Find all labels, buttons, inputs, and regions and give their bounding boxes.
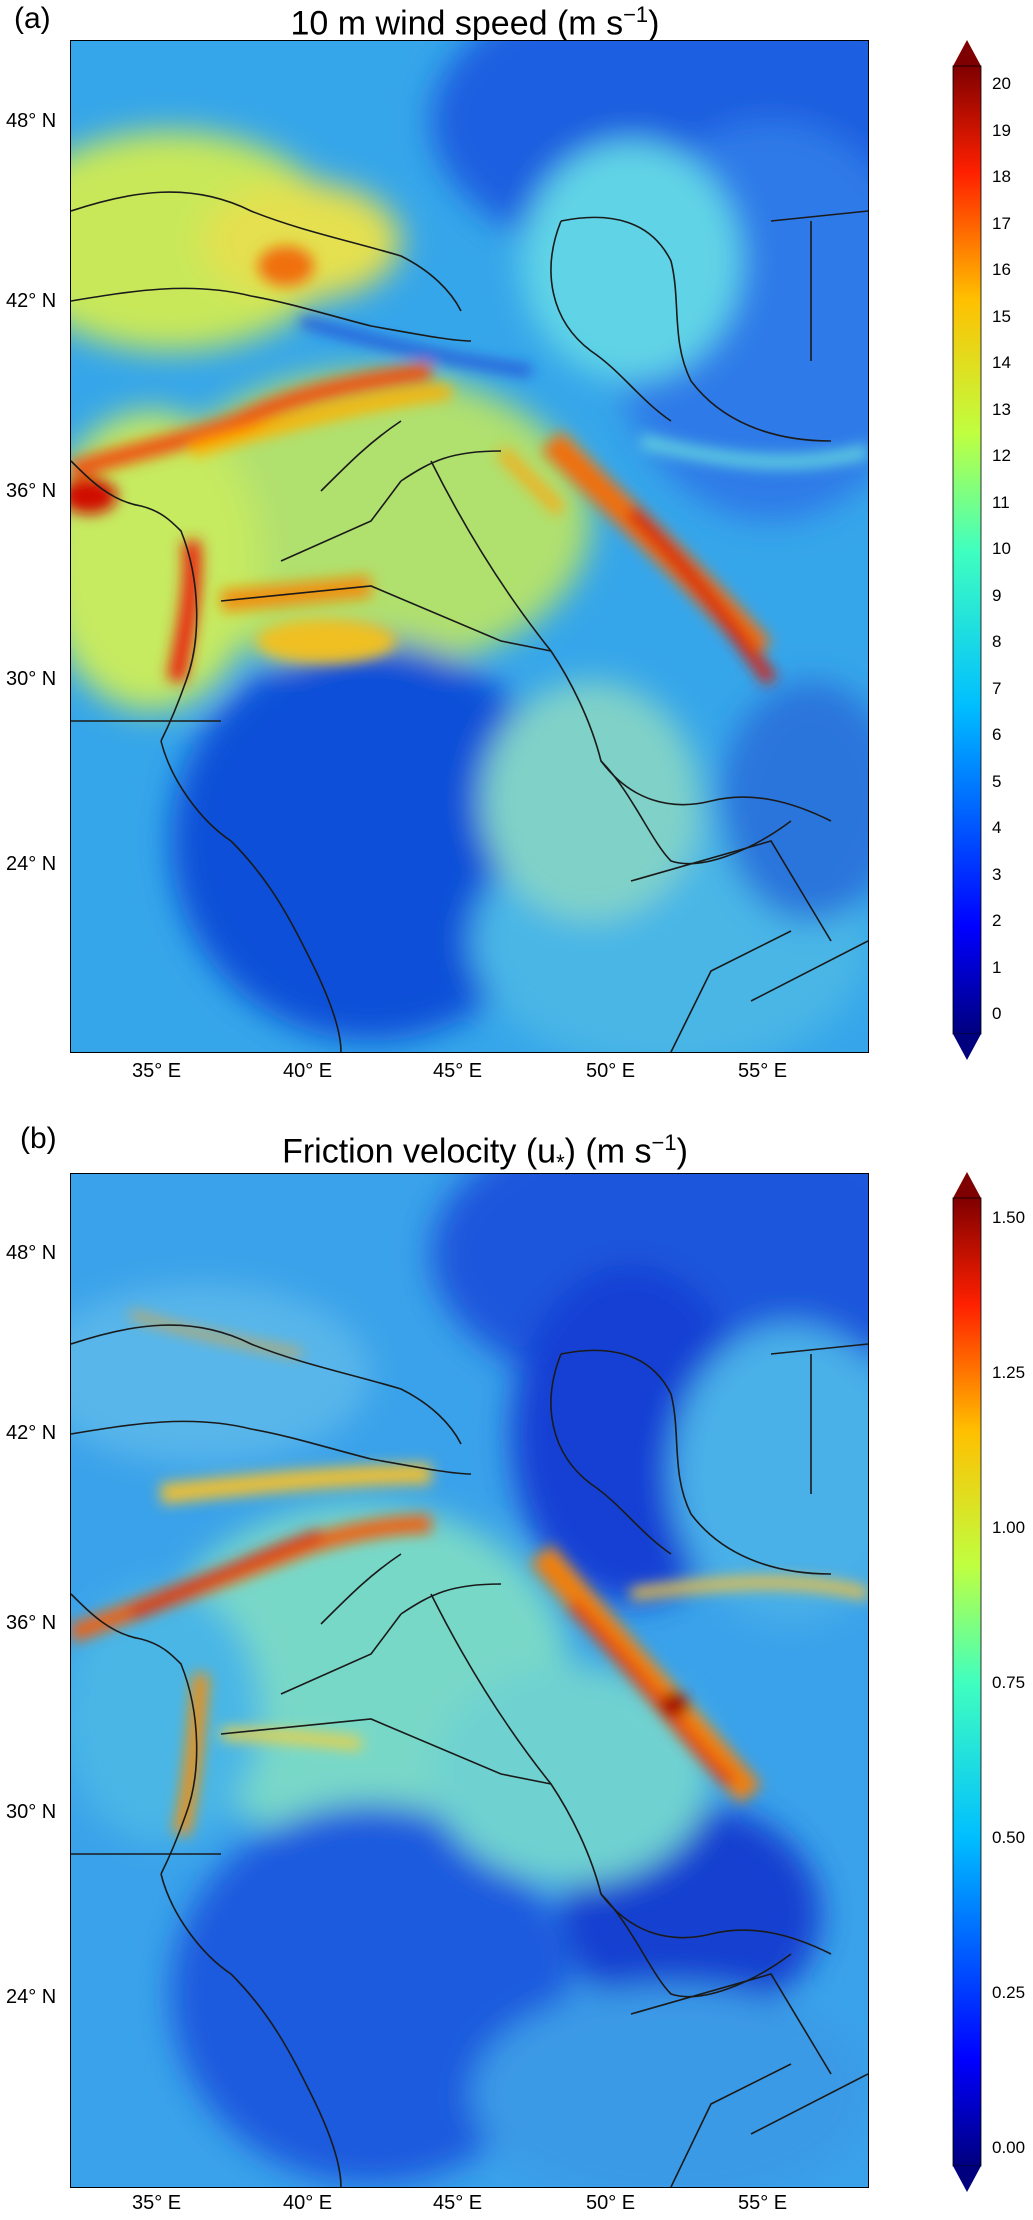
panel-label: (b) — [20, 1122, 57, 1155]
colorbar-tick: 20 — [992, 74, 1011, 93]
lon-tick-label: 55° E — [738, 1060, 788, 1082]
title-unit-exponent: −1 — [623, 2, 649, 27]
colorbar-tick: 19 — [992, 121, 1011, 140]
colorbar-tick: 1.00 — [992, 1518, 1026, 1537]
lon-tick-label: 35° E — [132, 2192, 182, 2214]
panel-title: Friction velocity (u*) (m s−1) — [235, 1130, 735, 1176]
colorbar-tick: 5 — [992, 772, 1002, 791]
lat-tick-label: 42° N — [6, 1422, 57, 1444]
lon-tick-label: 45° E — [433, 2192, 483, 2214]
title-close: ) — [676, 1132, 688, 1171]
lat-tick-label: 36° N — [6, 480, 57, 502]
lat-tick-label: 30° N — [6, 1801, 57, 1823]
colorbar-tick: 17 — [992, 214, 1011, 233]
lat-tick-label: 42° N — [6, 290, 57, 312]
lat-tick-label: 48° N — [6, 1242, 57, 1264]
title-close: ) — [648, 4, 660, 43]
colorbar-tick: 0.50 — [992, 1828, 1026, 1847]
colorbar-tick: 14 — [992, 353, 1011, 372]
panel-label: (a) — [14, 2, 51, 35]
colorbar-tick: 2 — [992, 911, 1002, 930]
colorbar-tick: 0.00 — [992, 2138, 1026, 2157]
lon-tick-label: 40° E — [283, 2192, 333, 2214]
colorbar-tick: 1.25 — [992, 1363, 1026, 1382]
lat-tick-label: 30° N — [6, 668, 57, 690]
colorbar-tick: 7 — [992, 679, 1002, 698]
lat-tick-label: 24° N — [6, 1986, 57, 2008]
colorbar-tick: 12 — [992, 446, 1011, 465]
colorbar-tick: 15 — [992, 307, 1011, 326]
title-text: 10 m wind speed (m s — [290, 4, 624, 43]
colorbar-tick: 8 — [992, 632, 1002, 651]
lon-tick-label: 45° E — [433, 1060, 483, 1082]
lon-tick-label: 55° E — [738, 2192, 788, 2214]
panel-title: 10 m wind speed (m s−1) — [250, 2, 700, 43]
lat-tick-label: 24° N — [6, 853, 57, 875]
colorbar-tick: 11 — [992, 493, 1010, 512]
colorbar-tick: 13 — [992, 400, 1011, 419]
colorbar-friction-velocity — [952, 1172, 982, 2192]
friction-velocity-map — [70, 1173, 869, 2188]
colorbar-tick: 10 — [992, 539, 1011, 558]
colorbar-tick: 4 — [992, 818, 1002, 837]
title-subscript: * — [556, 1150, 565, 1176]
wind-speed-map — [70, 40, 869, 1053]
colorbar-tick: 3 — [992, 865, 1002, 884]
colorbar-tick: 0 — [992, 1004, 1002, 1023]
title-text: Friction velocity (u — [282, 1132, 557, 1171]
friction-velocity-field — [71, 1174, 868, 2187]
lon-tick-label: 35° E — [132, 1060, 182, 1082]
colorbar-tick: 0.25 — [992, 1983, 1026, 2002]
lat-tick-label: 48° N — [6, 110, 57, 132]
lon-tick-label: 50° E — [586, 2192, 636, 2214]
colorbar-tick: 16 — [992, 260, 1011, 279]
colorbar-tick: 1 — [992, 958, 1002, 977]
title-mid: ) (m s — [564, 1132, 652, 1171]
lon-tick-label: 50° E — [586, 1060, 636, 1082]
colorbar-tick: 0.75 — [992, 1673, 1026, 1692]
lat-tick-label: 36° N — [6, 1612, 57, 1634]
wind-speed-field — [71, 41, 868, 1052]
colorbar-wind-speed — [952, 40, 982, 1060]
colorbar-tick: 1.50 — [992, 1208, 1026, 1227]
colorbar-tick: 6 — [992, 725, 1002, 744]
title-unit-exponent: −1 — [651, 1130, 677, 1155]
colorbar-tick: 9 — [992, 586, 1002, 605]
lon-tick-label: 40° E — [283, 1060, 333, 1082]
colorbar-tick: 18 — [992, 167, 1011, 186]
